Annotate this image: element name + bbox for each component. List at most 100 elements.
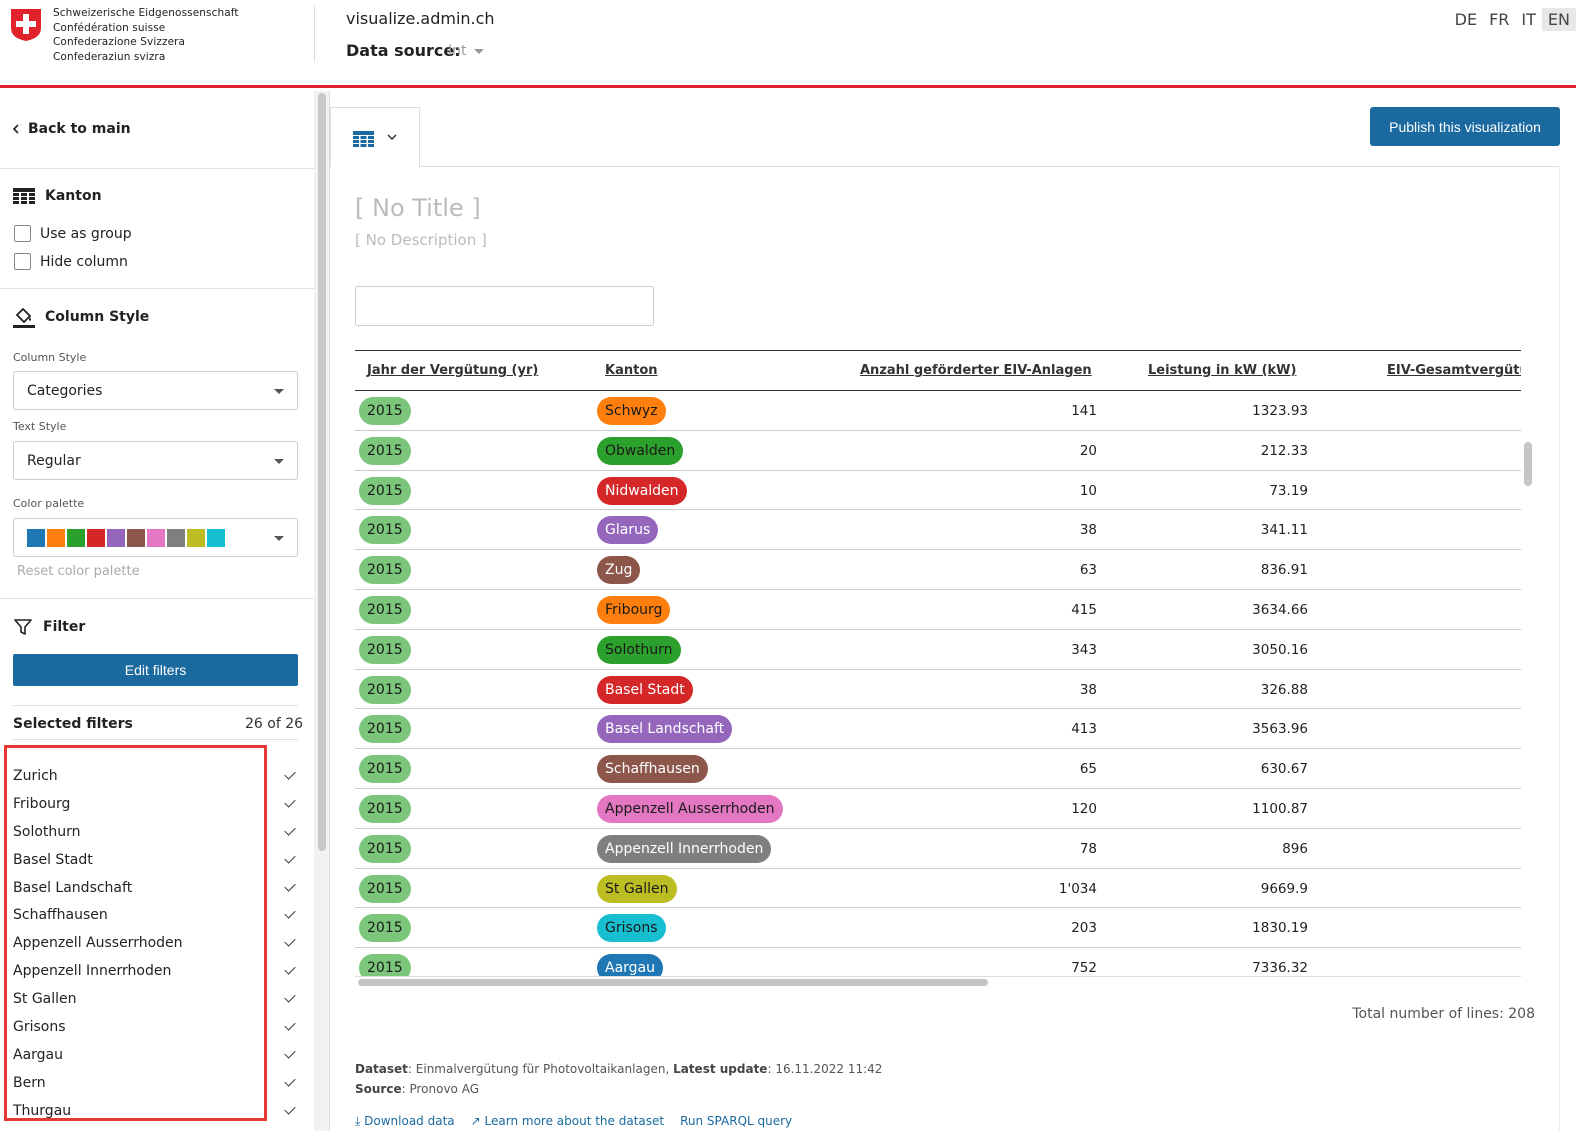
- count-cell: 10: [1079, 482, 1097, 499]
- lang-fr[interactable]: FR: [1489, 10, 1510, 29]
- column-header-kw[interactable]: Leistung in kW (kW): [1148, 363, 1297, 378]
- learn-more-link[interactable]: ↗ Learn more about the dataset: [471, 1114, 664, 1129]
- table-row: 2015 St Gallen 1'034 9669.9: [355, 869, 1521, 909]
- kw-cell: 896: [1282, 840, 1308, 857]
- palette-swatch: [87, 528, 105, 547]
- check-icon: [284, 824, 296, 836]
- filter-item: Appenzell Innerrhoden: [13, 957, 299, 985]
- table-vertical-scrollbar-thumb[interactable]: [1524, 442, 1532, 486]
- hide-column-label: Hide column: [40, 253, 128, 270]
- reset-color-palette-link[interactable]: Reset color palette: [17, 564, 140, 579]
- column-style-title: Column Style: [13, 306, 149, 328]
- filter-icon: [14, 619, 32, 635]
- color-palette-select[interactable]: [13, 518, 298, 557]
- run-sparql-link[interactable]: Run SPARQL query: [680, 1114, 793, 1128]
- lang-de[interactable]: DE: [1454, 10, 1478, 29]
- external-link-icon: ↗: [470, 1114, 481, 1128]
- filter-item: Basel Stadt: [13, 846, 299, 874]
- dataset-label: Dataset: [355, 1062, 408, 1076]
- kw-cell: 1830.19: [1252, 920, 1308, 937]
- text-style-label: Text Style: [13, 420, 67, 433]
- table-row: 2015 Nidwalden 10 73.19: [355, 471, 1521, 511]
- table-vertical-scrollbar[interactable]: [1522, 350, 1534, 976]
- lang-it[interactable]: IT: [1521, 10, 1536, 29]
- kw-cell: 326.88: [1260, 681, 1308, 698]
- filter-item: Zurich: [13, 762, 299, 790]
- kw-cell: 7336.32: [1252, 960, 1308, 976]
- dataset-links: ⤓ Download data ↗ Learn more about the d…: [355, 1114, 792, 1129]
- source-label: Source: [355, 1082, 402, 1096]
- check-icon: [284, 963, 296, 975]
- chart-description[interactable]: [ No Description ]: [355, 231, 487, 249]
- column-style-select[interactable]: Categories: [13, 371, 298, 410]
- kw-cell: 212.33: [1260, 442, 1308, 459]
- check-icon: [284, 851, 296, 864]
- palette-swatch: [167, 528, 185, 547]
- column-style-label: Column Style: [13, 351, 87, 364]
- filter-item: Bern: [13, 1069, 299, 1097]
- table-horizontal-scrollbar-thumb[interactable]: [358, 979, 988, 986]
- filter-item: Solothurn: [13, 818, 299, 846]
- column-header-total[interactable]: EIV-Gesamtvergütung: [1387, 363, 1521, 378]
- column-style-value: Categories: [27, 382, 103, 399]
- year-cell: 2015: [359, 596, 411, 624]
- column-header-year[interactable]: Jahr der Vergütung (yr): [367, 363, 539, 378]
- chevron-down-icon[interactable]: [474, 49, 484, 54]
- filter-item: Grisons: [13, 1013, 299, 1041]
- kanton-cell: Fribourg: [597, 596, 671, 624]
- kw-cell: 1100.87: [1252, 801, 1308, 817]
- swiss-flag-icon[interactable]: [10, 8, 42, 42]
- kanton-cell: Basel Landschaft: [597, 715, 733, 744]
- site-header: Schweizerische Eidgenossenschaft Confédé…: [0, 0, 1576, 88]
- chart-type-tab[interactable]: [330, 107, 420, 167]
- filter-item: St Gallen: [13, 985, 299, 1013]
- palette-swatch: [27, 528, 45, 547]
- edit-filters-button[interactable]: Edit filters: [13, 654, 298, 686]
- palette-swatch: [187, 528, 205, 547]
- paint-bucket-icon: [13, 307, 35, 328]
- use-as-group-checkbox[interactable]: Use as group: [14, 225, 132, 242]
- kanton-cell: Schaffhausen: [597, 755, 708, 784]
- selected-filters-count: 26 of 26: [245, 716, 304, 732]
- kanton-cell: Schwyz: [597, 397, 666, 425]
- data-table: Jahr der Vergütung (yr) Kanton Anzahl ge…: [355, 350, 1521, 976]
- divider: [0, 288, 314, 289]
- table-horizontal-scrollbar[interactable]: [355, 976, 1521, 988]
- publish-visualization-button[interactable]: Publish this visualization: [1370, 107, 1560, 146]
- download-label: Download data: [364, 1114, 455, 1128]
- kanton-cell: Grisons: [597, 914, 666, 943]
- download-data-link[interactable]: ⤓ Download data: [355, 1114, 455, 1129]
- kanton-cell: Basel Stadt: [597, 675, 693, 704]
- chevron-down-icon: [274, 459, 284, 464]
- hide-column-checkbox[interactable]: Hide column: [14, 253, 128, 270]
- filter-item: Fribourg: [13, 790, 299, 818]
- back-to-main-link[interactable]: Back to main: [12, 121, 131, 137]
- table-row: 2015 Schwyz 141 1323.93: [355, 391, 1521, 431]
- data-source-label: Data source:: [346, 41, 461, 60]
- check-icon: [284, 796, 296, 808]
- column-section-title: Kanton: [13, 188, 102, 204]
- table-row: 2015 Basel Stadt 38 326.88: [355, 670, 1521, 710]
- checkbox-box[interactable]: [14, 253, 31, 270]
- year-cell: 2015: [359, 556, 411, 585]
- table-search-input[interactable]: [355, 286, 654, 326]
- text-style-select[interactable]: Regular: [13, 441, 298, 480]
- data-source-select[interactable]: Int: [448, 43, 467, 59]
- filter-item-label: Fribourg: [13, 795, 71, 812]
- palette-swatches: [27, 528, 225, 547]
- filter-item: Thurgau: [13, 1097, 299, 1125]
- lang-en[interactable]: EN: [1541, 8, 1576, 31]
- chart-title[interactable]: [ No Title ]: [355, 194, 481, 222]
- checkbox-box[interactable]: [14, 225, 31, 242]
- column-header-kanton[interactable]: Kanton: [605, 363, 658, 378]
- year-cell: 2015: [359, 715, 411, 744]
- sidebar-scrollbar-thumb[interactable]: [318, 93, 326, 851]
- kanton-cell: Nidwalden: [597, 476, 687, 505]
- sidebar-scrollbar[interactable]: [314, 91, 330, 1131]
- column-header-count[interactable]: Anzahl geförderter EIV-Anlagen: [860, 363, 1092, 378]
- check-icon: [284, 991, 296, 1003]
- year-cell: 2015: [359, 914, 411, 943]
- color-palette-label: Color palette: [13, 497, 85, 510]
- site-title[interactable]: visualize.admin.ch: [346, 9, 495, 28]
- divider: [0, 168, 314, 169]
